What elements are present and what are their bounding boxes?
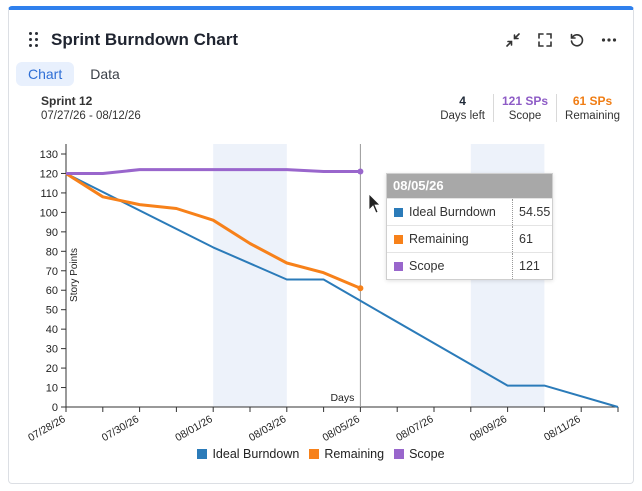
legend-swatch [394,449,405,459]
sprint-dates: 07/27/26 - 08/12/26 [41,110,141,122]
tooltip-swatch [394,207,403,217]
series-line-scope [66,168,361,175]
x-tick-label: 08/11/26 [542,413,583,444]
tooltip-swatch [394,234,403,244]
tooltip-value: 54.55 [512,199,550,225]
tooltip-swatch [394,261,403,271]
refresh-icon[interactable] [567,30,587,50]
card-actions [503,30,619,50]
y-tick-label: 70 [46,266,58,278]
tooltip-row-remaining: Remaining 61 [387,225,552,252]
y-tick-label: 30 [46,344,58,356]
legend-item-scope[interactable]: Scope [394,447,445,461]
weekend-band [213,144,287,407]
y-axis-label: Story Points [69,248,80,302]
y-tick-label: 40 [46,324,58,336]
y-tick-label: 10 [46,383,58,395]
series-line-ideal-burndown [65,172,619,408]
mouse-cursor-icon [368,193,381,214]
y-tick-label: 100 [40,207,58,219]
x-tick-label: 08/09/26 [468,413,510,444]
stat-value: 61 SPs [572,94,613,108]
minimize-icon[interactable] [503,30,523,50]
tooltip-label: Remaining [409,232,469,246]
stat-label: Remaining [565,110,620,122]
stat-value: 4 [459,94,466,108]
y-tick-label: 60 [46,285,58,297]
view-tabs: Chart Data [16,62,132,86]
x-tick-label: 07/28/26 [26,413,68,444]
y-tick-label: 80 [46,246,58,258]
tooltip-row-scope: Scope 121 [387,252,552,279]
fullscreen-icon[interactable] [535,30,555,50]
tooltip-label: Scope [409,259,445,273]
tooltip-label: Ideal Burndown [409,205,496,219]
drag-handle-icon[interactable] [29,32,39,48]
tab-data[interactable]: Data [90,66,120,82]
stat-remaining: 61 SPs Remaining [556,94,628,122]
stat-value: 121 SPs [501,94,549,108]
x-tick-label: 08/05/26 [321,413,363,444]
more-icon[interactable] [599,30,619,50]
x-axis-label: Days [330,392,354,404]
series-end-point [357,285,364,292]
legend-label: Scope [409,447,445,461]
x-tick-label: 08/03/26 [247,413,289,444]
legend-label: Remaining [324,447,385,461]
tooltip-row-ideal: Ideal Burndown 54.55 [387,198,552,225]
legend-label: Ideal Burndown [212,447,300,461]
y-tick-label: 0 [52,402,58,414]
card-title: Sprint Burndown Chart [51,30,238,49]
tab-chart[interactable]: Chart [16,62,75,86]
series-line-remaining [65,172,361,290]
x-tick-label: 07/30/26 [100,413,142,444]
legend-swatch [309,449,320,459]
y-tick-label: 90 [46,227,58,239]
stat-scope: 121 SPs Scope [492,94,556,122]
x-tick-label: 08/01/26 [173,413,215,444]
legend-swatch [197,449,208,459]
y-tick-label: 110 [40,188,58,200]
legend-item-ideal[interactable]: Ideal Burndown [197,447,299,461]
tooltip-value: 61 [512,226,533,252]
tooltip-value: 121 [512,253,540,279]
stat-label: Scope [508,110,542,122]
chart-legend: Ideal Burndown Remaining Scope [0,447,642,461]
stat-label: Days left [440,110,485,122]
tooltip-date: 08/05/26 [387,174,552,198]
y-tick-label: 120 [40,168,58,180]
y-tick-label: 130 [40,149,58,161]
chart-tooltip: 08/05/26 Ideal Burndown 54.55 Remaining … [386,173,553,280]
sprint-stats: 4 Days left 121 SPs Scope 61 SPs Remaini… [432,94,628,122]
stat-days-left: 4 Days left [432,94,493,122]
legend-item-remaining[interactable]: Remaining [309,447,384,461]
sprint-name: Sprint 12 [41,94,93,108]
x-tick-label: 08/07/26 [394,413,436,444]
y-tick-label: 50 [46,305,58,317]
card-header: Sprint Burndown Chart [9,10,633,72]
series-end-point [357,168,364,175]
y-tick-label: 20 [46,363,58,375]
